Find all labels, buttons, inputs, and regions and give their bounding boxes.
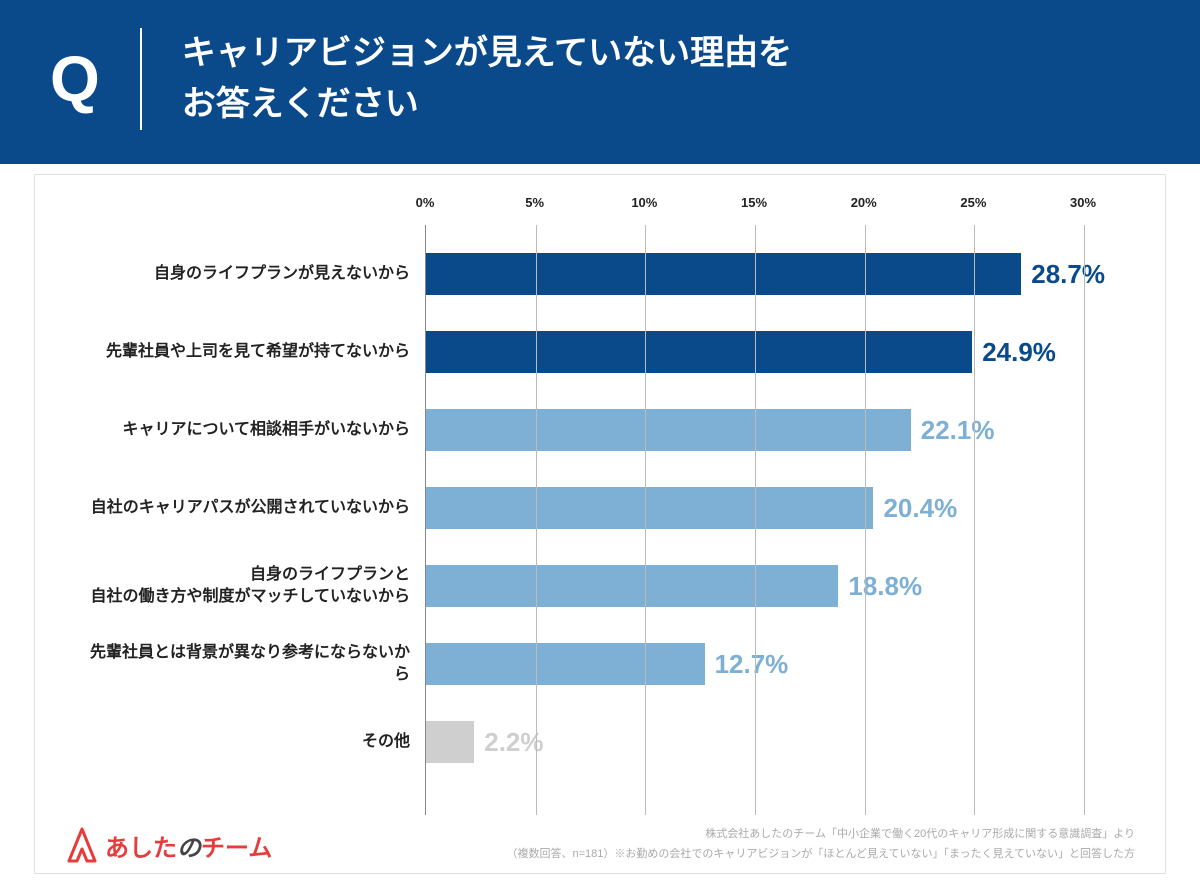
x-tick: 15% — [741, 195, 767, 210]
bar-value: 24.9% — [982, 337, 1056, 368]
bar-label: 自身のライフプランと 自社の働き方や制度がマッチしていないから — [86, 564, 426, 609]
bar-label: 自社のキャリアパスが公開されていないから — [86, 497, 426, 519]
title-line-1: キャリアビジョンが見えていない理由を — [182, 28, 792, 79]
gridline — [865, 225, 866, 815]
chart-container: 0%5%10%15%20%25%30% 自身のライフプランが見えないから28.7… — [34, 174, 1166, 874]
bar-label: 自身のライフプランが見えないから — [86, 263, 426, 285]
source-line-2: （複数回答、n=181）※お勤めの会社でのキャリアビジョンが「ほとんど見えていな… — [506, 845, 1135, 865]
gridline — [1084, 225, 1085, 815]
header-banner: Q キャリアビジョンが見えていない理由を お答えください — [0, 0, 1200, 164]
brand-logo: あした の チーム — [65, 825, 272, 865]
bar — [426, 331, 972, 373]
bar — [426, 721, 474, 763]
bar — [426, 487, 873, 529]
title-line-2: お答えください — [182, 79, 792, 130]
bar-row: 自身のライフプランが見えないから28.7% — [426, 235, 1105, 313]
x-axis-ticks: 0%5%10%15%20%25%30% — [425, 195, 1105, 225]
logo-text-no: の — [177, 828, 201, 863]
gridline — [645, 225, 646, 815]
bar-row: その他2.2% — [426, 703, 1105, 781]
gridline — [755, 225, 756, 815]
x-tick: 0% — [416, 195, 435, 210]
footer: あした の チーム 株式会社あしたのチーム「中小企業で働く20代のキャリア形成に… — [65, 825, 1135, 865]
question-title: キャリアビジョンが見えていない理由を お答えください — [142, 28, 792, 130]
question-mark: Q — [50, 28, 142, 130]
bar-value: 28.7% — [1031, 259, 1105, 290]
plot-area: 自身のライフプランが見えないから28.7%先輩社員や上司を見て希望が持てないから… — [425, 225, 1105, 815]
x-tick: 10% — [631, 195, 657, 210]
bar-value: 18.8% — [848, 571, 922, 602]
bar-value: 12.7% — [715, 649, 789, 680]
bar-rows: 自身のライフプランが見えないから28.7%先輩社員や上司を見て希望が持てないから… — [426, 235, 1105, 781]
x-tick: 30% — [1070, 195, 1096, 210]
bar — [426, 409, 911, 451]
logo-text-red: あした — [105, 828, 177, 863]
bar-label: キャリアについて相談相手がいないから — [86, 419, 426, 441]
bar-row: キャリアについて相談相手がいないから22.1% — [426, 391, 1105, 469]
bar — [426, 643, 705, 685]
bar-value: 20.4% — [883, 493, 957, 524]
logo-icon — [65, 825, 99, 865]
bar — [426, 565, 838, 607]
bar-label: 先輩社員とは背景が異なり参考にならないから — [86, 642, 426, 687]
bar-value: 2.2% — [484, 727, 543, 758]
bar-row: 自身のライフプランと 自社の働き方や制度がマッチしていないから18.8% — [426, 547, 1105, 625]
source-line-1: 株式会社あしたのチーム「中小企業で働く20代のキャリア形成に関する意識調査」より — [506, 825, 1135, 845]
x-tick: 25% — [960, 195, 986, 210]
bar-label: その他 — [86, 731, 426, 753]
bar — [426, 253, 1021, 295]
gridline — [974, 225, 975, 815]
x-tick: 20% — [851, 195, 877, 210]
bar-row: 先輩社員とは背景が異なり参考にならないから12.7% — [426, 625, 1105, 703]
bar-value: 22.1% — [921, 415, 995, 446]
bar-label: 先輩社員や上司を見て希望が持てないから — [86, 341, 426, 363]
source-note: 株式会社あしたのチーム「中小企業で働く20代のキャリア形成に関する意識調査」より… — [506, 825, 1135, 865]
bar-row: 先輩社員や上司を見て希望が持てないから24.9% — [426, 313, 1105, 391]
bar-row: 自社のキャリアパスが公開されていないから20.4% — [426, 469, 1105, 547]
gridline — [536, 225, 537, 815]
logo-text-team: チーム — [201, 828, 272, 863]
x-tick: 5% — [525, 195, 544, 210]
